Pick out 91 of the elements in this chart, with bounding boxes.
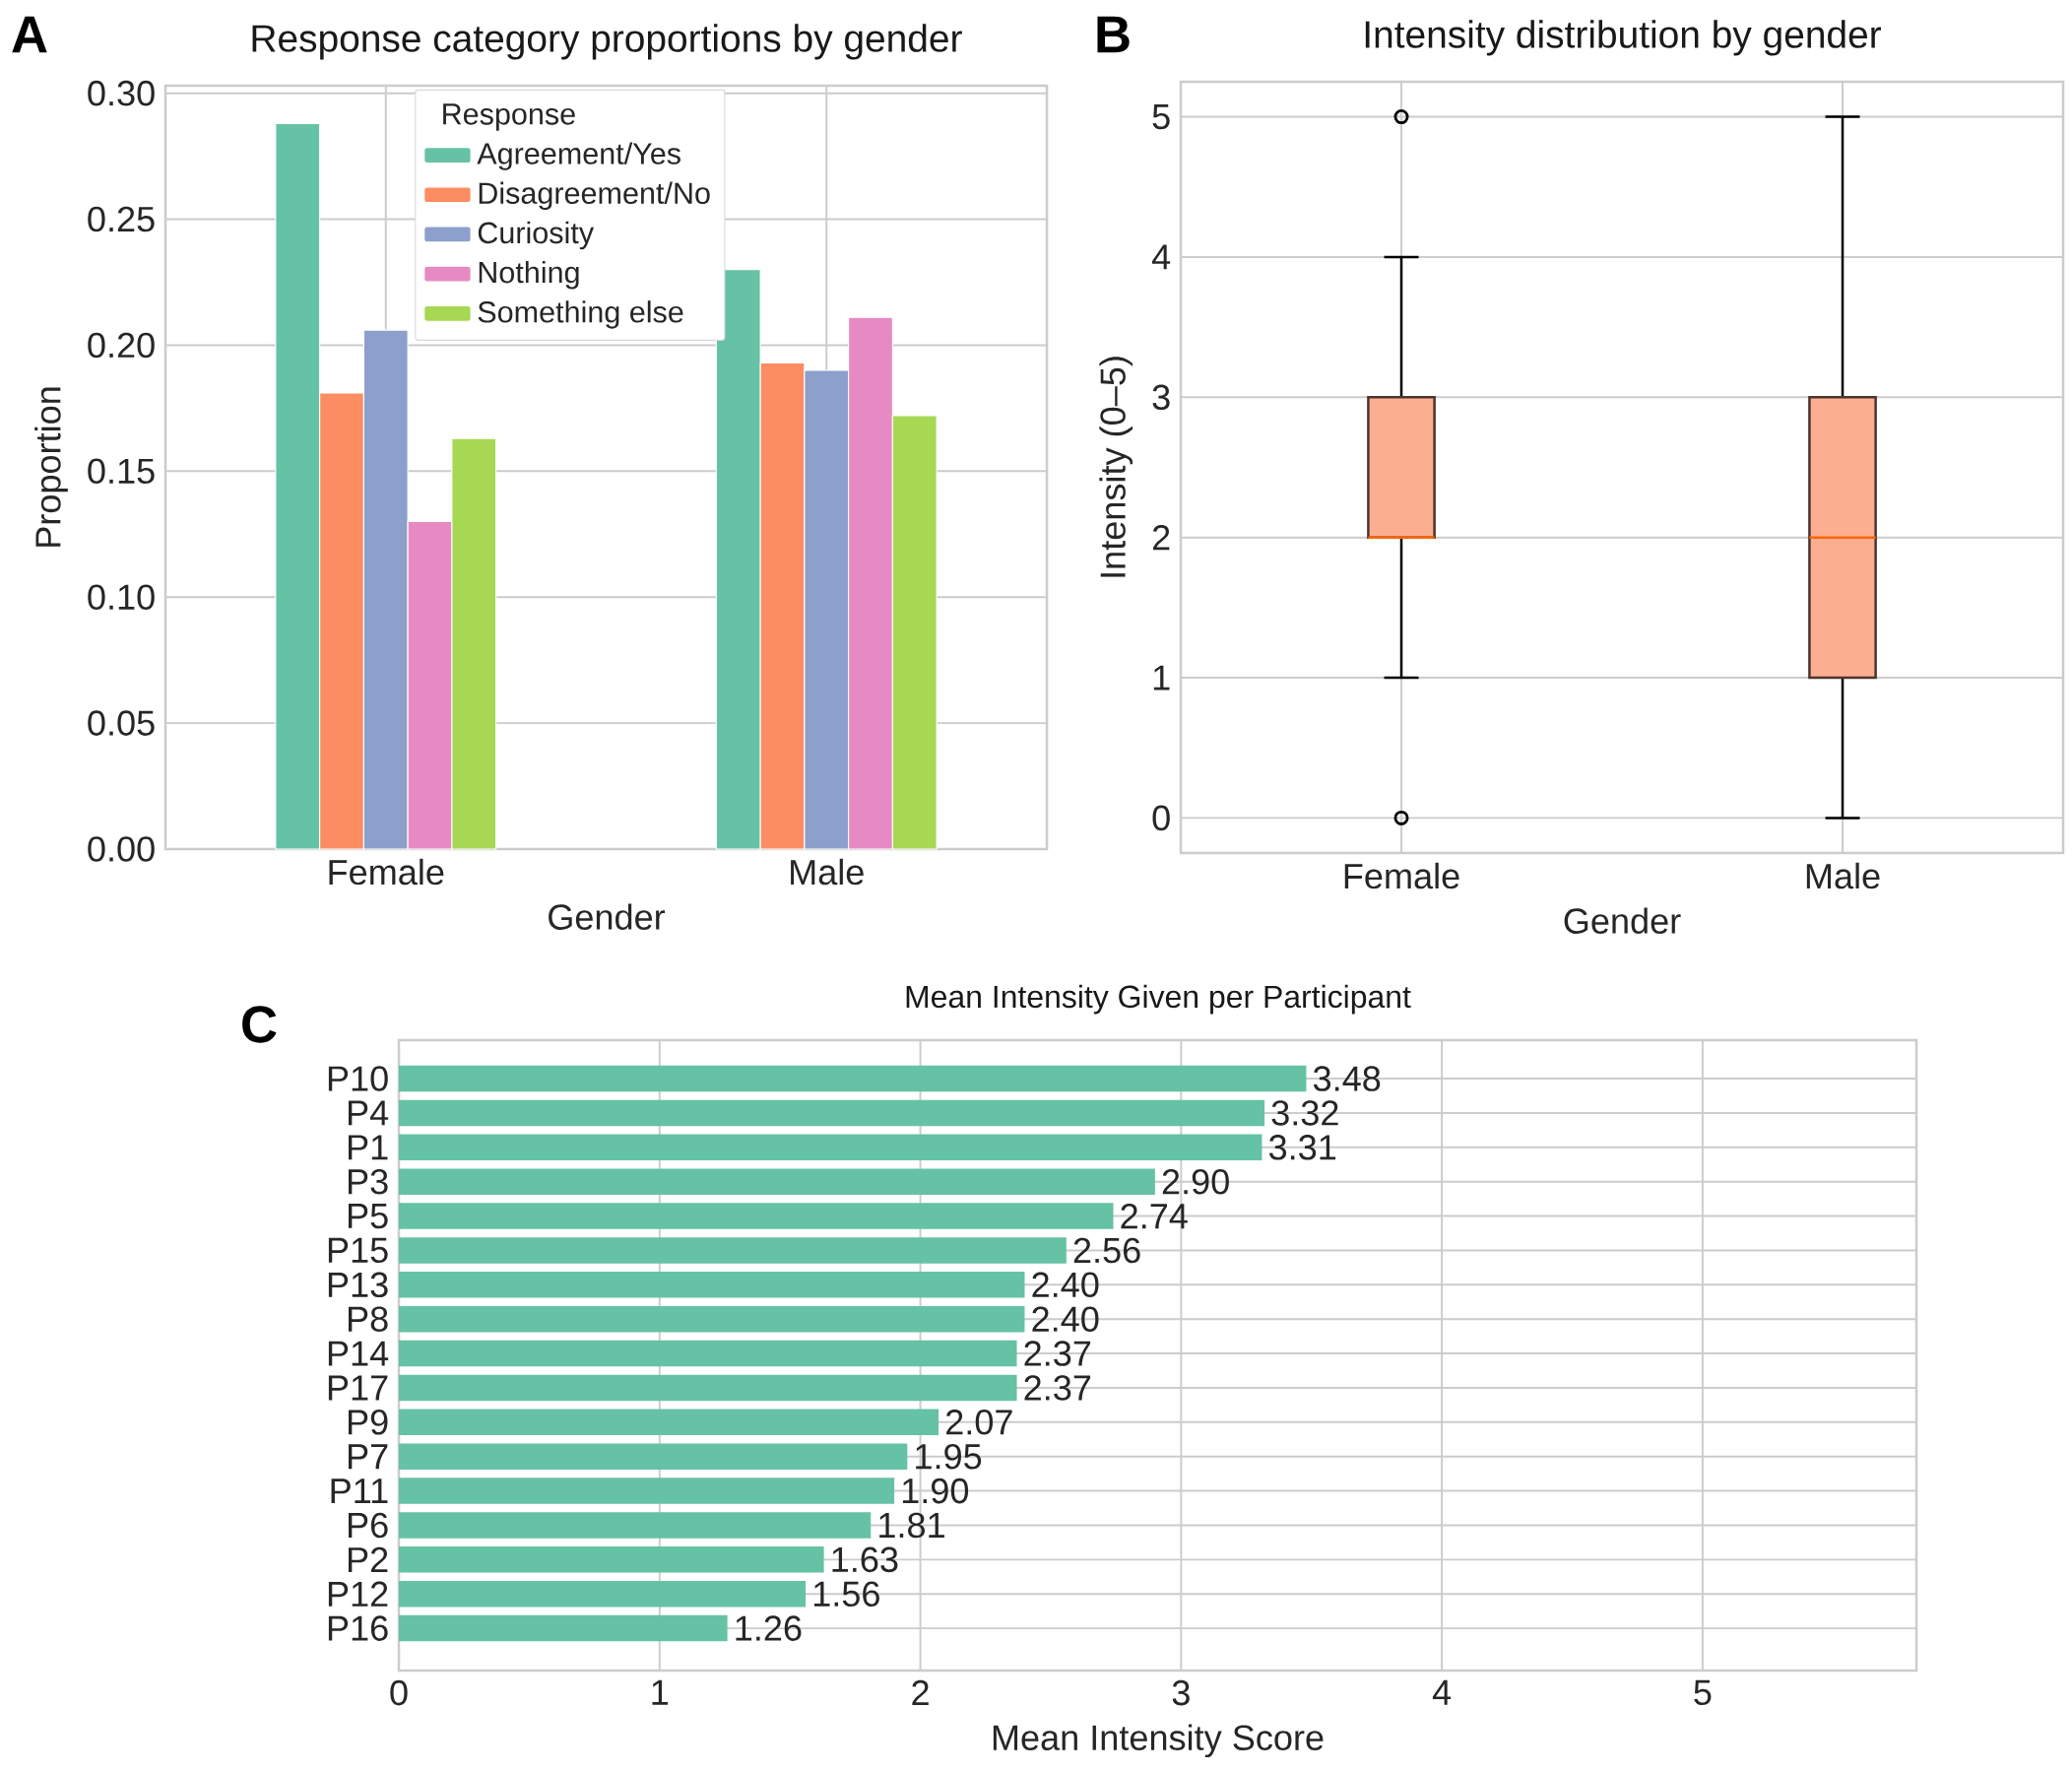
bar xyxy=(399,1374,1017,1402)
bar xyxy=(399,1099,1265,1127)
chart-title: Mean Intensity Given per Participant xyxy=(906,984,1411,1015)
x-tick-label: 3 xyxy=(1172,1679,1190,1706)
x-axis-title: Gender xyxy=(1564,907,1681,934)
bar xyxy=(399,1203,1114,1229)
y-tick-label: P16 xyxy=(328,1615,388,1641)
y-tick-label: P3 xyxy=(348,1168,388,1195)
y-tick-label: P1 xyxy=(348,1135,388,1160)
y-tick-label: P8 xyxy=(348,1306,388,1332)
x-axis-title: Gender xyxy=(549,903,666,930)
legend-label: Something else xyxy=(478,300,683,329)
data-label: 3.48 xyxy=(1313,1066,1381,1091)
chart-title: Intensity distribution by gender xyxy=(1365,20,1882,56)
data-label: 2.07 xyxy=(946,1410,1012,1435)
x-tick-label: 2 xyxy=(912,1679,929,1706)
data-label: 2.56 xyxy=(1073,1237,1140,1264)
y-tick-label: P7 xyxy=(348,1444,388,1470)
bar xyxy=(399,1065,1307,1092)
data-label: 1.26 xyxy=(736,1615,802,1641)
text: C xyxy=(242,1006,277,1043)
y-tick-label: 0.00 xyxy=(88,836,155,862)
y-tick-label: P4 xyxy=(348,1100,389,1126)
y-tick-label: 0.10 xyxy=(88,584,155,610)
y-tick-label: 0.30 xyxy=(88,80,155,106)
x-tick-label: 5 xyxy=(1694,1679,1712,1706)
bar xyxy=(399,1478,895,1504)
bar xyxy=(399,1443,908,1470)
data-label: 1.63 xyxy=(832,1546,898,1573)
y-tick-label: 0.25 xyxy=(88,206,155,232)
bar xyxy=(399,1340,1017,1367)
bar xyxy=(399,1546,824,1573)
y-tick-label: 3 xyxy=(1152,384,1170,411)
data-label: 2.37 xyxy=(1024,1341,1091,1366)
legend-label: Curiosity xyxy=(478,221,595,250)
y-axis-title: Proportion xyxy=(34,387,68,547)
bar xyxy=(399,1614,728,1642)
legend-title: Response xyxy=(443,103,575,131)
legend-label: Agreement/Yes xyxy=(477,142,680,170)
bar xyxy=(399,1168,1155,1195)
data-label: 2.37 xyxy=(1024,1375,1091,1401)
y-tick-label: P9 xyxy=(348,1410,388,1435)
data-label: 2.40 xyxy=(1032,1306,1099,1332)
bar xyxy=(399,1512,872,1539)
y-tick-label: P5 xyxy=(348,1203,388,1229)
y-tick-label: 1 xyxy=(1153,665,1170,690)
legend-label: Disagreement/No xyxy=(479,181,710,211)
x-tick-label: Male xyxy=(791,858,864,886)
data-label: 1.90 xyxy=(902,1478,969,1504)
y-tick-label: P14 xyxy=(328,1341,389,1366)
x-tick-label: Male xyxy=(1806,862,1880,889)
bar xyxy=(399,1409,939,1436)
data-label: 3.31 xyxy=(1268,1135,1336,1160)
x-tick-label: 1 xyxy=(652,1679,669,1705)
y-tick-label: P17 xyxy=(328,1375,388,1401)
bar xyxy=(399,1305,1025,1333)
bar xyxy=(399,1272,1025,1298)
y-tick-label: 0.20 xyxy=(88,332,155,359)
data-label: 2.40 xyxy=(1032,1272,1099,1298)
data-label: 3.32 xyxy=(1271,1100,1338,1126)
y-tick-label: P2 xyxy=(348,1546,388,1572)
x-tick-label: 4 xyxy=(1432,1679,1452,1705)
x-tick-label: 0 xyxy=(390,1679,408,1706)
data-label: 2.74 xyxy=(1121,1203,1188,1229)
x-axis-title: Mean Intensity Score xyxy=(993,1724,1324,1758)
data-label: 1.56 xyxy=(813,1581,879,1608)
data-label: 1.81 xyxy=(879,1512,944,1539)
y-tick-label: 4 xyxy=(1151,244,1171,270)
bar xyxy=(399,1580,807,1608)
bar xyxy=(399,1237,1067,1264)
chart-title: Response category proportions by gender xyxy=(252,24,962,60)
data-label: 1.95 xyxy=(916,1443,982,1470)
bar xyxy=(399,1134,1263,1161)
y-tick-label: 0.05 xyxy=(88,710,155,736)
y-tick-label: 0.15 xyxy=(88,458,155,485)
text: A xyxy=(12,16,47,53)
y-tick-label: 0 xyxy=(1152,805,1170,831)
y-tick-label: 5 xyxy=(1152,104,1170,130)
x-tick-label: Female xyxy=(1344,862,1459,889)
data-label: 2.90 xyxy=(1162,1168,1229,1195)
y-tick-label: P10 xyxy=(328,1066,388,1091)
y-tick-label: P6 xyxy=(348,1512,388,1539)
text: B xyxy=(1097,16,1130,53)
y-tick-label: P15 xyxy=(328,1237,388,1264)
y-axis-title: Intensity (0–5) xyxy=(1099,357,1133,577)
y-tick-label: P12 xyxy=(328,1581,388,1607)
y-tick-label: P11 xyxy=(331,1478,388,1504)
y-tick-label: 2 xyxy=(1152,525,1170,551)
y-tick-label: P13 xyxy=(328,1272,388,1298)
x-tick-label: Female xyxy=(329,858,444,886)
legend-label: Nothing xyxy=(479,260,579,290)
